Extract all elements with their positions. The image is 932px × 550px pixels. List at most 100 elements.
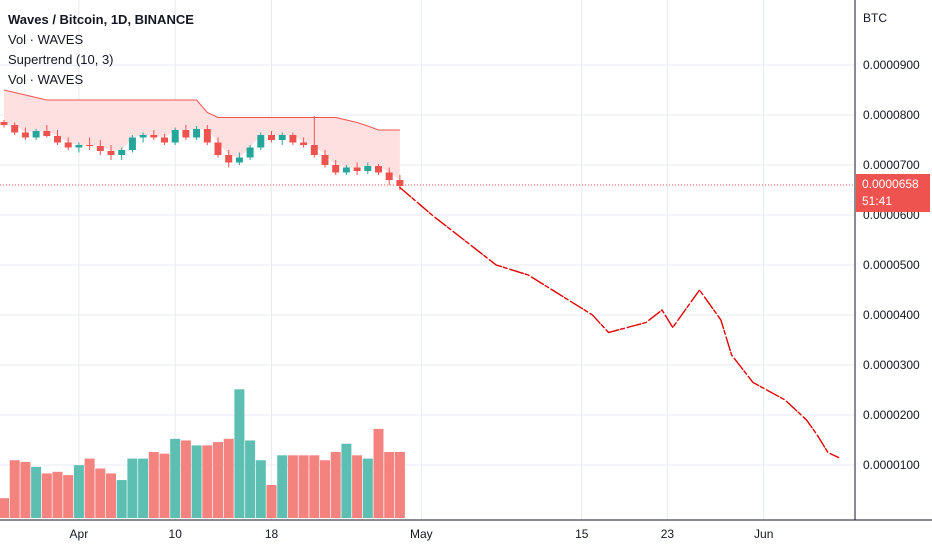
volume-bar	[52, 471, 63, 518]
volume-bar	[394, 452, 405, 518]
chart-legend: Waves / Bitcoin, 1D, BINANCE Vol · WAVES…	[8, 10, 194, 90]
volume-bar	[287, 455, 298, 518]
volume-bar	[84, 458, 95, 518]
candle-body	[353, 167, 361, 171]
volume-bar	[277, 455, 288, 518]
supertrend-indicator	[3, 89, 400, 180]
price-tick-label: 0.0000500	[863, 258, 920, 272]
bar-countdown: 51:41	[862, 194, 893, 208]
legend-symbol-title[interactable]: Waves / Bitcoin, 1D, BINANCE	[8, 12, 194, 27]
volume-bar	[180, 440, 191, 518]
candle-body	[203, 129, 211, 143]
time-axis[interactable]: Apr 10 18 May 15 23 Jun	[70, 527, 774, 541]
chart-grid	[0, 0, 855, 520]
volume-bar	[148, 452, 159, 518]
volume-bar	[266, 485, 277, 518]
candle-body	[0, 122, 8, 125]
candle-body	[21, 132, 29, 138]
volume-bar	[245, 440, 256, 518]
legend-supertrend[interactable]: Supertrend (10, 3)	[8, 52, 114, 67]
candle-body	[214, 142, 222, 155]
candle-body	[396, 180, 404, 186]
price-tick-label: 0.0000100	[863, 458, 920, 472]
volume-bar	[362, 458, 373, 518]
time-tick-label: 15	[575, 527, 589, 541]
last-price-label: 0.0000658 51:41	[856, 174, 930, 212]
candle-body	[321, 155, 329, 165]
price-tick-label: 0.0000900	[863, 58, 920, 72]
candle-body	[75, 145, 83, 148]
candle-body	[375, 166, 382, 173]
candlestick-series	[0, 116, 404, 190]
volume-bar	[170, 438, 181, 518]
volume-bar	[31, 466, 42, 518]
price-tick-label: 0.0000800	[863, 108, 920, 122]
candle-body	[64, 142, 72, 148]
volume-bar	[223, 438, 234, 518]
candle-body	[54, 136, 61, 143]
time-tick-label: Apr	[70, 527, 89, 541]
volume-bar	[191, 445, 202, 518]
volume-bar	[41, 473, 52, 518]
supertrend-fill	[4, 90, 400, 180]
candle-body	[139, 135, 147, 138]
price-tick-label: 0.0000700	[863, 158, 920, 172]
volume-bar	[63, 475, 74, 518]
candle-body	[310, 145, 318, 155]
volume-bar	[9, 460, 20, 518]
volume-bar	[384, 452, 395, 518]
volume-bar	[159, 453, 170, 518]
time-tick-label: 10	[169, 527, 183, 541]
price-axis[interactable]: 0.00009000.00008000.00007000.00006000.00…	[863, 58, 920, 472]
supertrend-line	[3, 89, 400, 131]
volume-bar	[116, 480, 127, 518]
volume-bar	[95, 468, 106, 518]
candle-body	[107, 151, 115, 155]
candle-body	[300, 142, 308, 145]
volume-bar	[320, 460, 330, 518]
price-axis-unit: BTC	[863, 11, 887, 25]
volume-bar	[106, 473, 116, 518]
candle-body	[118, 150, 126, 155]
candle-body	[161, 137, 168, 143]
candle-body	[182, 130, 190, 138]
candle-body	[246, 147, 254, 158]
volume-bar	[73, 465, 84, 518]
candle-body	[385, 172, 393, 180]
candle-body	[257, 135, 265, 148]
candle-body	[128, 137, 136, 150]
volume-bar	[213, 442, 223, 518]
volume-bar	[127, 458, 138, 518]
time-tick-label: 23	[661, 527, 675, 541]
volume-bar	[309, 455, 320, 518]
volume-bar	[298, 455, 309, 518]
candle-body	[332, 165, 340, 173]
volume-bar	[341, 443, 352, 518]
volume-bar	[330, 452, 341, 518]
candle-body	[86, 145, 94, 146]
projection-drawing[interactable]	[399, 186, 840, 459]
volume-bar	[138, 458, 149, 518]
candle-body	[278, 135, 286, 140]
volume-bar	[202, 445, 213, 518]
legend-volume-1[interactable]: Vol · WAVES	[8, 32, 84, 47]
candle-body	[150, 135, 158, 138]
volume-bar	[20, 461, 31, 518]
price-tick-label: 0.0000300	[863, 358, 920, 372]
candle-body	[193, 129, 201, 138]
volume-bar	[352, 455, 363, 518]
price-tick-label: 0.0000200	[863, 408, 920, 422]
last-price-value: 0.0000658	[862, 177, 919, 191]
price-tick-label: 0.0000400	[863, 308, 920, 322]
time-tick-label: 18	[265, 527, 279, 541]
volume-bar	[234, 389, 245, 518]
candle-body	[96, 146, 104, 151]
candle-body	[11, 125, 19, 133]
candle-body	[43, 131, 51, 136]
candle-body	[268, 135, 275, 140]
hand-drawn-projection-line	[399, 186, 840, 459]
legend-volume-2[interactable]: Vol · WAVES	[8, 72, 84, 87]
candle-body	[32, 131, 40, 138]
time-tick-label: Jun	[754, 527, 773, 541]
